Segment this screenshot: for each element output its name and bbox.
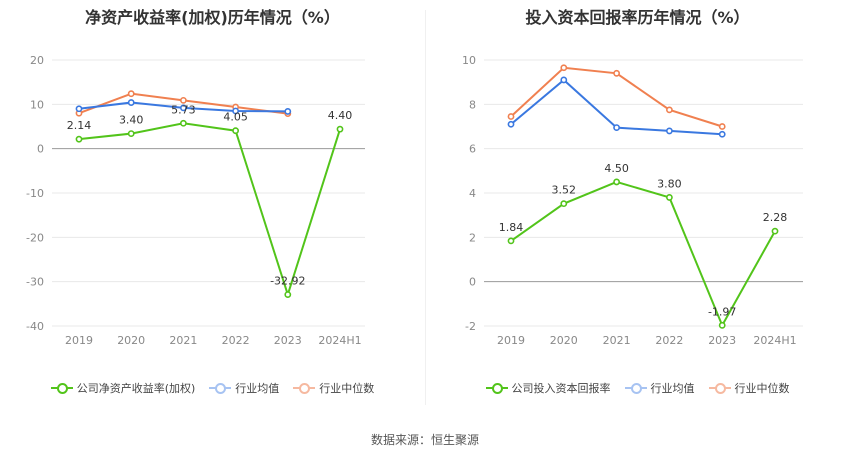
industry-median-point [127,90,135,98]
legend-industry-mean-label: 行业均值 [235,382,280,395]
x-tick-label: 2019 [65,334,93,347]
company-point [127,130,135,137]
chart-title: 净资产收益率(加权)历年情况（%） [85,8,340,27]
company-point [560,200,568,208]
legend-industry-mean-marker [209,383,232,394]
company-point [665,194,673,201]
data-source: 数据来源：恒生聚源 [370,433,479,447]
y-tick-label: 4 [469,187,476,200]
roe-chart-panel: 净资产收益率(加权)历年情况（%） 20 10 0 -10 -20 -30 -40 2019 2… [0,0,425,410]
y-tick-label: 20 [30,54,44,67]
y-tick-label: 0 [37,143,44,156]
panel-divider [425,10,426,405]
y-tick-label: 0 [469,276,476,289]
industry-median-point [560,64,568,72]
x-tick-label: 2022 [655,334,683,347]
company-point [507,237,515,245]
legend-company-label: 公司投入资本回报率 [511,382,611,395]
industry-mean-point [665,127,673,135]
x-tick-label: 2020 [117,334,145,347]
company-point [718,321,726,329]
legend-company-marker [485,383,508,394]
x-tick-label: 2019 [497,334,525,347]
data-label: 2.14 [67,119,92,132]
legend-industry-mean[interactable]: 行业均值 [209,380,279,396]
y-tick-label: 2 [469,231,476,244]
legend-industry-mean-marker [624,383,647,394]
industry-mean-point [560,76,568,84]
legend-company-marker [50,383,73,394]
y-tick-label: 6 [469,143,476,156]
company-point [771,227,779,235]
industry-mean-point [284,108,292,115]
y-tick-label: 10 [30,98,44,111]
industry-median-point [613,69,620,77]
data-label: 2.28 [763,211,788,224]
industry-mean-point [232,107,239,115]
legend-industry-median-marker [293,383,316,394]
industry-mean-point [613,124,620,132]
company-point [232,127,239,135]
y-tick-label: -2 [465,320,476,333]
company-point [336,125,344,133]
y-tick-label: -40 [26,320,44,333]
company-line [510,180,776,328]
industry-mean-point [718,130,726,138]
legend-industry-median[interactable]: 行业中位数 [708,380,790,396]
x-tick-label: 2024H1 [753,334,796,347]
data-label: -32.92 [270,275,305,288]
company-point [613,178,620,186]
legend-industry-mean-label: 行业均值 [650,382,695,395]
x-tick-label: 2023 [274,334,302,347]
data-label: 1.84 [499,221,524,234]
chart-title: 投入资本回报率历年情况（%） [525,8,750,27]
roe-plot: 20 10 0 -10 -20 -30 -40 2019 2020 2021 2022 2023 202… [26,54,365,347]
industry-mean-point [507,120,515,128]
roic-chart-panel: 投入资本回报率历年情况（%） 10 8 6 4 2 0 -2 2019 2020 2021 2022… [425,0,850,410]
industry-mean-point [179,104,187,112]
company-point [284,291,292,299]
data-label: 3.40 [119,114,144,127]
industry-mean-point [127,99,135,106]
y-tick-label: -10 [26,187,44,200]
data-label: 4.05 [223,111,248,124]
company-point [179,119,187,127]
industry-median-point [718,123,726,130]
legend-company-label: 公司净资产收益率(加权) [76,382,196,395]
company-point [75,135,83,143]
x-tick-label: 2021 [169,334,197,347]
x-tick-label: 2021 [603,334,631,347]
industry-median-point [507,113,515,120]
data-label: 3.80 [657,177,682,190]
x-tick-label: 2020 [550,334,578,347]
industry-median-point [179,96,187,104]
legend-industry-median-label: 行业中位数 [734,382,790,395]
data-label: 4.40 [328,109,353,122]
legend-company[interactable]: 公司净资产收益率(加权) [50,380,196,396]
industry-median-point [665,106,673,114]
legend-industry-median-label: 行业中位数 [319,382,375,395]
legend-industry-mean[interactable]: 行业均值 [624,380,695,396]
legend-company[interactable]: 公司投入资本回报率 [485,380,611,396]
roic-plot: 10 8 6 4 2 0 -2 2019 2020 2021 2022 2023 2024H1 1.84 3… [462,54,803,347]
data-label: 3.52 [552,184,577,197]
x-tick-label: 2024H1 [318,334,361,347]
y-tick-label: -30 [26,276,44,289]
data-label: 5.73 [171,103,196,116]
legend: 公司净资产收益率(加权) 行业均值 行业中位数 [0,380,425,396]
data-label: 4.50 [604,162,629,175]
x-tick-label: 2023 [708,334,736,347]
company-line [78,122,341,298]
industry-mean-point [75,105,83,113]
legend-industry-median[interactable]: 行业中位数 [293,380,374,396]
legend-industry-median-marker [708,383,731,394]
data-label: -1.97 [708,305,736,318]
legend: 公司投入资本回报率 行业均值 行业中位数 [425,380,850,396]
y-tick-label: -20 [26,231,44,244]
y-tick-label: 8 [469,98,476,111]
y-tick-label: 10 [462,54,476,67]
x-tick-label: 2022 [222,334,250,347]
